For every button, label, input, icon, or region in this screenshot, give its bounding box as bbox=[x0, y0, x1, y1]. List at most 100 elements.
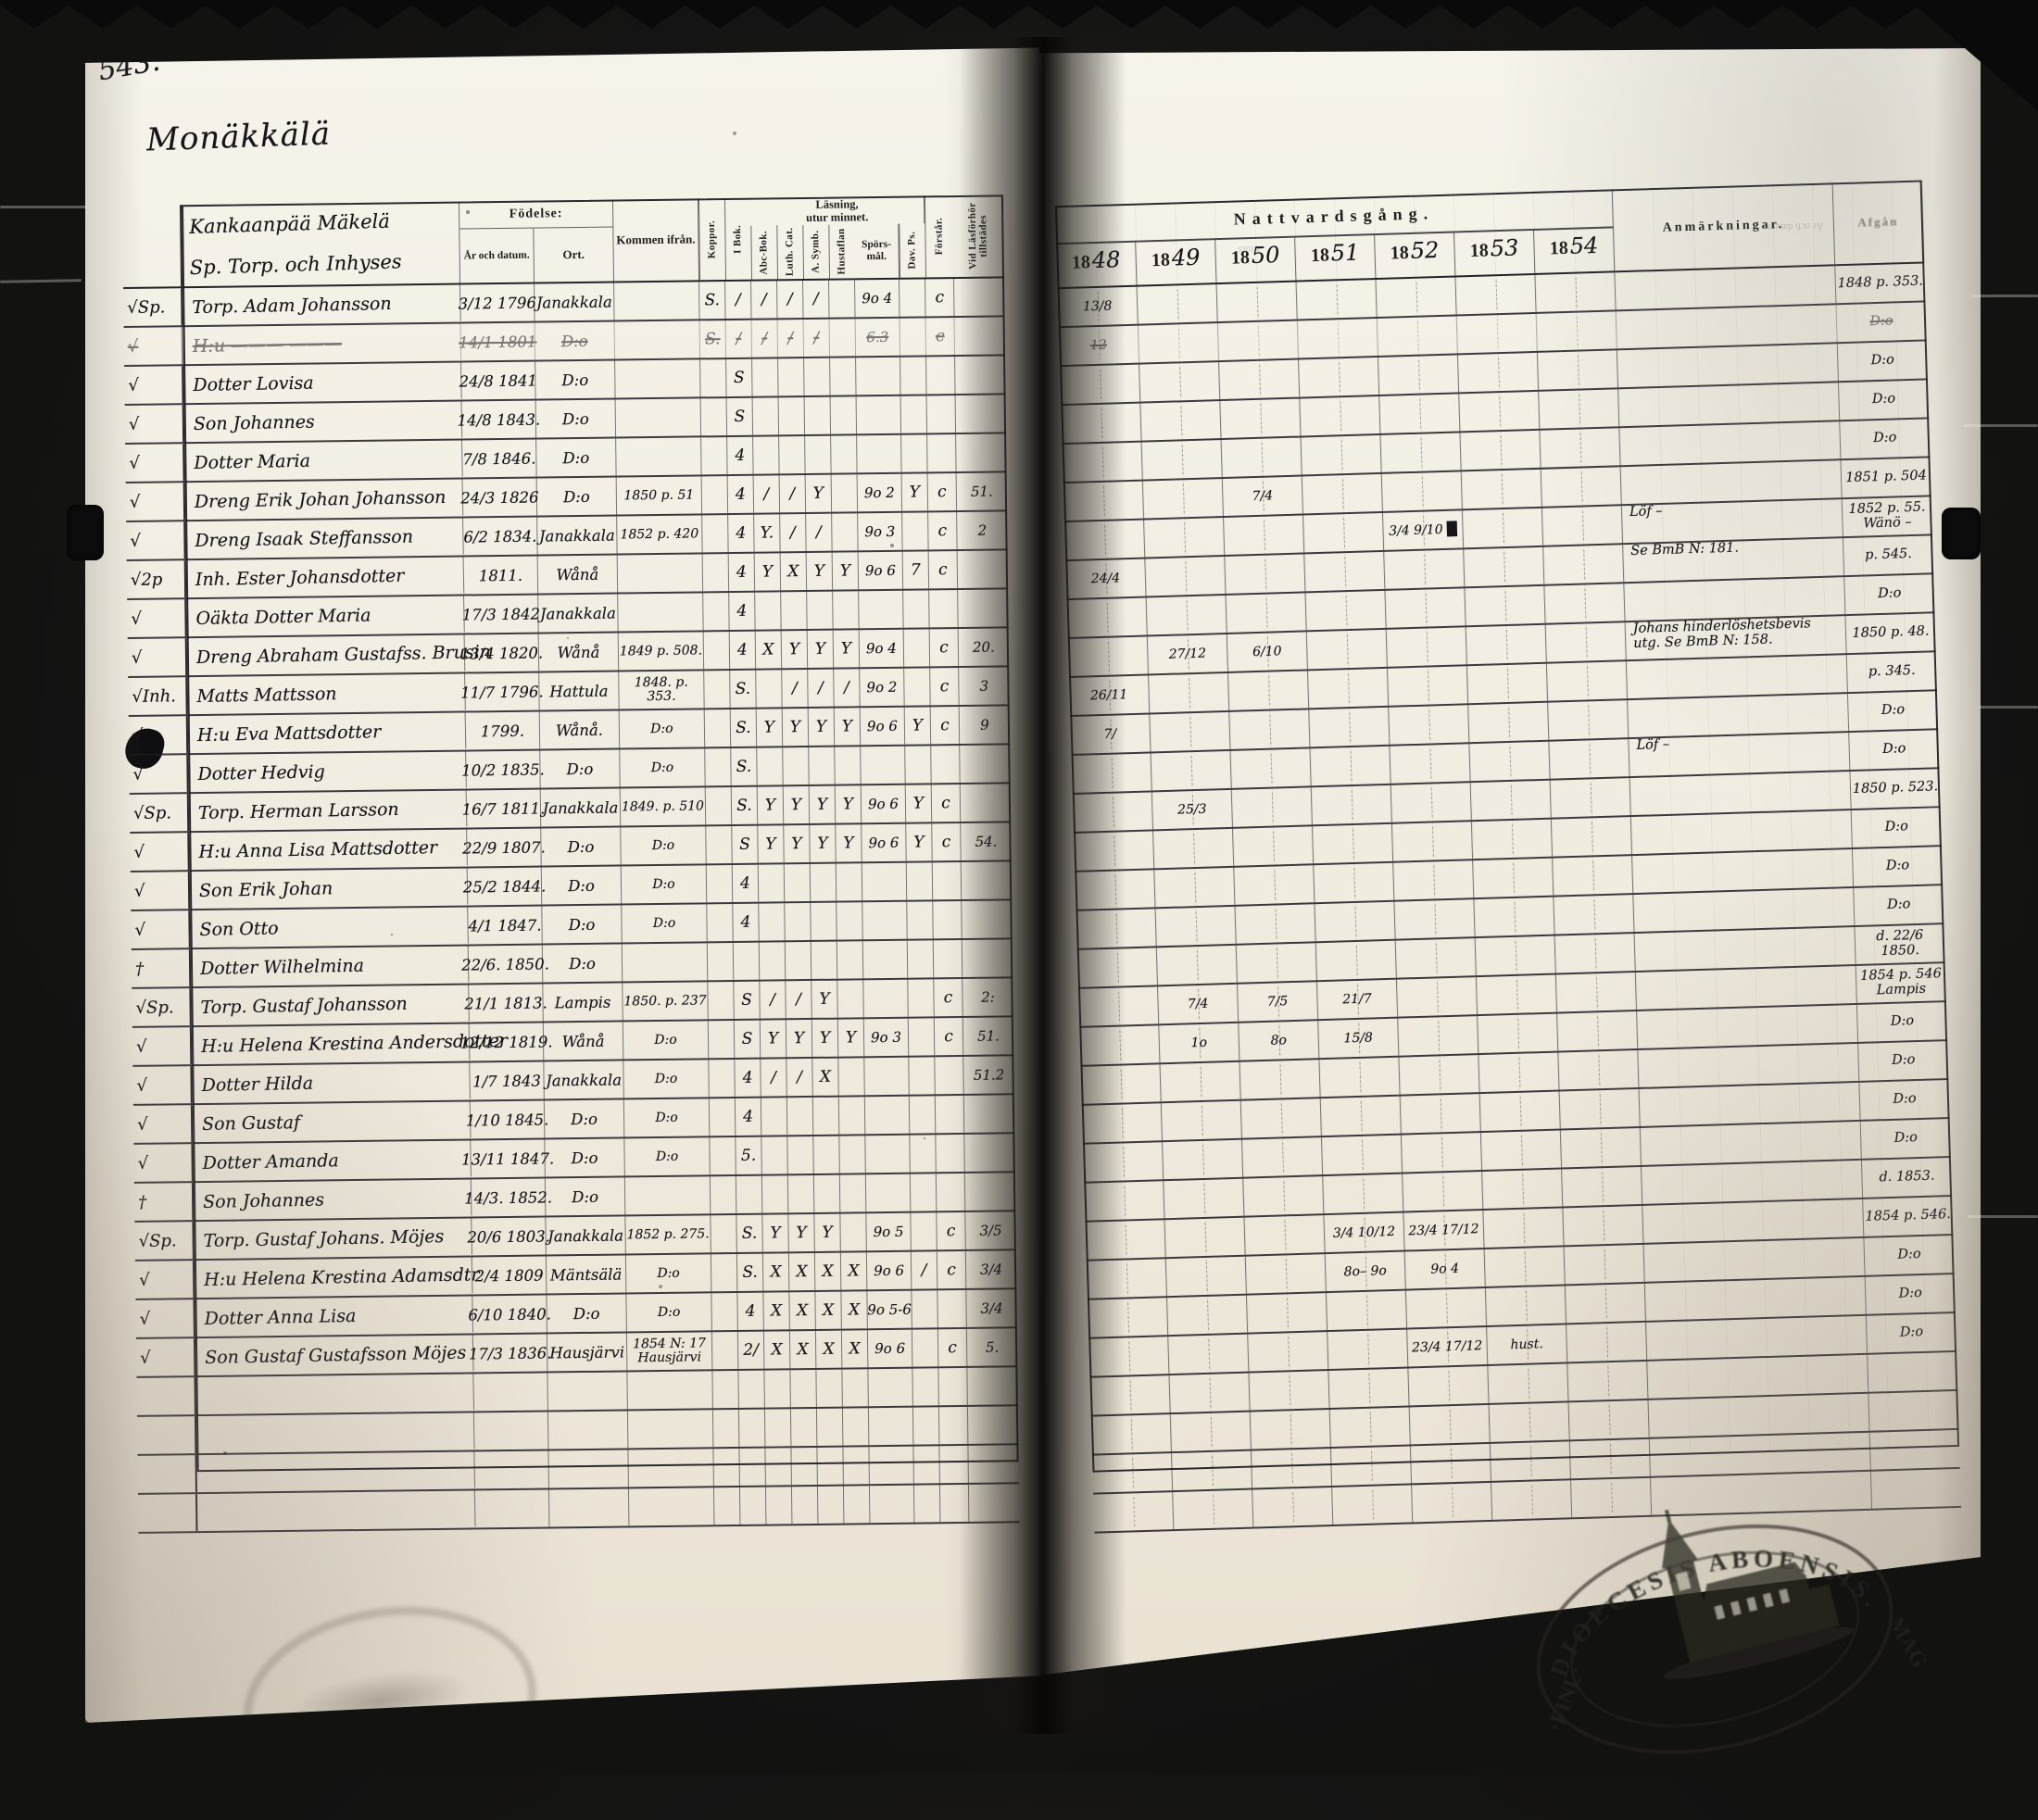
communion-1849: 7/4 bbox=[1158, 984, 1239, 1024]
psalms-mark: Y bbox=[901, 473, 929, 511]
departed-reference bbox=[1868, 1391, 1958, 1431]
departed-reference: D:o bbox=[1848, 691, 1938, 731]
birth-place: Hattula bbox=[539, 672, 620, 710]
communion-1852 bbox=[1403, 1172, 1484, 1211]
smallpox-mark bbox=[711, 1214, 737, 1253]
in-book-mark: S. bbox=[731, 747, 758, 786]
birth-place-header: Ort. bbox=[534, 227, 615, 282]
in-book-mark bbox=[738, 1370, 765, 1408]
birth-place: D:o bbox=[535, 321, 616, 360]
communion-1853 bbox=[1478, 1013, 1559, 1054]
communion-1853 bbox=[1456, 313, 1538, 354]
questions-mark bbox=[859, 590, 904, 629]
catechism-mark: / bbox=[779, 475, 807, 513]
communion-1848 bbox=[1062, 442, 1143, 483]
came-from: D:o bbox=[622, 904, 708, 943]
remarks bbox=[1626, 655, 1848, 699]
communion-1848 bbox=[1081, 1103, 1163, 1143]
communion-1854 bbox=[1551, 817, 1632, 857]
person-name: Dotter Maria bbox=[184, 439, 463, 483]
communion-1848 bbox=[1079, 1025, 1161, 1065]
year-written-suffix: 53 bbox=[1490, 234, 1519, 262]
year-written-suffix: 50 bbox=[1251, 242, 1280, 269]
communion-1851 bbox=[1299, 357, 1380, 397]
psalms-mark bbox=[912, 1407, 940, 1445]
margin-mark: √ bbox=[125, 444, 185, 482]
birth-place bbox=[548, 1488, 630, 1527]
departed-line1: D:o bbox=[1871, 391, 1896, 408]
came-from bbox=[614, 320, 701, 359]
in-book-mark: 4 bbox=[733, 903, 760, 941]
psalms-mark bbox=[910, 1174, 937, 1211]
in-book-mark: 4 bbox=[728, 514, 755, 553]
departed-line1: 1848 p. 353. bbox=[1837, 273, 1924, 292]
in-book-mark: S bbox=[726, 397, 754, 436]
departed-reference: 1851 p. 504 bbox=[1841, 458, 1931, 497]
communion-1854 bbox=[1555, 973, 1637, 1012]
questions-mark: 9o 3 bbox=[863, 1018, 910, 1057]
communion-1853 bbox=[1462, 508, 1544, 548]
hustaflan-mark: X bbox=[841, 1330, 869, 1368]
understands-mark bbox=[929, 590, 959, 628]
abc-book-mark: X bbox=[755, 631, 783, 669]
communion-1852 bbox=[1386, 627, 1467, 667]
birth-date: 1/10 1845. bbox=[466, 1100, 548, 1139]
psalms-mark bbox=[899, 279, 926, 317]
birth-place: Janakkala bbox=[535, 282, 615, 321]
came-from bbox=[616, 437, 702, 476]
hustaflan-header: Hustaflan bbox=[828, 224, 856, 279]
came-from: D:o bbox=[625, 1254, 712, 1293]
communion-1850 bbox=[1240, 1098, 1322, 1138]
in-book-mark: 4 bbox=[737, 1292, 764, 1330]
examination-mark: 51. bbox=[976, 1027, 1000, 1045]
questions-mark: 9o 4 bbox=[855, 279, 900, 318]
catechism-mark: Y bbox=[788, 1213, 815, 1252]
symbolum-mark bbox=[805, 435, 832, 474]
communion-1854 bbox=[1541, 467, 1622, 507]
communion-1849 bbox=[1164, 1217, 1246, 1258]
communion-1849: 25/3 bbox=[1151, 789, 1233, 830]
margin-mark: √ bbox=[133, 1144, 194, 1182]
communion-1852 bbox=[1398, 1016, 1479, 1056]
birth-date: 6/2 1834. bbox=[463, 517, 538, 556]
year-header-cell: 18 48 bbox=[1056, 242, 1138, 288]
psalms-mark bbox=[906, 862, 934, 900]
smallpox-mark bbox=[708, 981, 735, 1020]
questions-mark: 9o 6 bbox=[861, 784, 907, 823]
understands-mark: c bbox=[937, 1328, 968, 1367]
communion-1849 bbox=[1166, 1295, 1249, 1336]
came-from bbox=[617, 554, 704, 593]
communion-1853 bbox=[1473, 858, 1554, 898]
examination-mark: 20. bbox=[972, 638, 995, 656]
year-printed-prefix: 18 bbox=[1151, 249, 1171, 271]
symbolum-mark: Y bbox=[809, 785, 837, 823]
smallpox-mark bbox=[713, 1487, 741, 1525]
in-book-mark: 4 bbox=[727, 436, 754, 475]
symbolum-mark: / bbox=[806, 513, 833, 552]
communion-1848: 12 bbox=[1058, 325, 1140, 366]
birth-place: D:o bbox=[547, 1294, 627, 1333]
communion-1853 bbox=[1488, 1363, 1569, 1403]
departed-reference: D:o bbox=[1849, 730, 1939, 770]
communion-1853 bbox=[1468, 702, 1550, 743]
departed-line2: 1850. bbox=[1881, 942, 1920, 960]
person-name: Son Gustaf bbox=[192, 1100, 472, 1144]
departed-reference: D:o bbox=[1864, 1236, 1954, 1275]
in-book-mark: S bbox=[726, 358, 753, 397]
person-name: H:u Eva Mattsdotter bbox=[187, 711, 467, 755]
communion-1853 bbox=[1490, 1441, 1571, 1481]
communion-1849 bbox=[1145, 556, 1227, 596]
smallpox-mark: S. bbox=[699, 282, 726, 320]
hustaflan-mark bbox=[829, 319, 857, 357]
communion-1850 bbox=[1234, 865, 1315, 905]
hustaflan-mark: Y bbox=[835, 785, 862, 823]
questions-mark bbox=[861, 746, 906, 784]
margin-mark bbox=[138, 1494, 198, 1532]
birth-date: 4/1 1847. bbox=[468, 906, 543, 945]
examination-mark: 3/4 bbox=[979, 1261, 1003, 1278]
in-book-mark bbox=[736, 1175, 763, 1213]
communion-1854 bbox=[1535, 272, 1617, 312]
came-from: D:o bbox=[623, 1098, 711, 1137]
remarks-header: Anmärkningar. bbox=[1612, 182, 1836, 271]
psalms-mark bbox=[908, 1018, 936, 1056]
